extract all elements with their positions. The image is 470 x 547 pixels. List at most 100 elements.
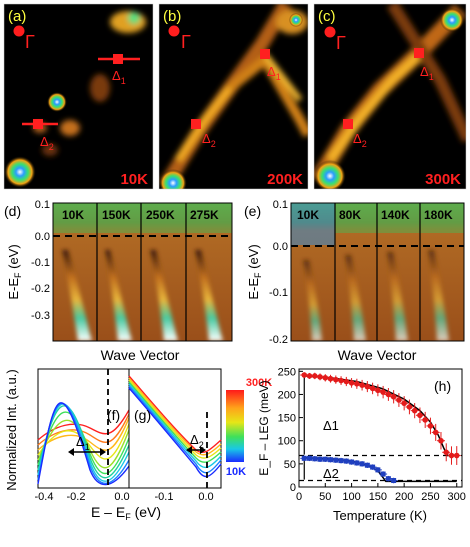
data-point — [438, 437, 444, 444]
data-point — [338, 377, 344, 384]
y-tick-label: 50 — [284, 459, 296, 471]
panel-d-yticks: 0.1 0.0 -0.1 -0.2 -0.3 — [31, 199, 50, 322]
data-point — [417, 412, 423, 419]
delta1-marker — [113, 54, 123, 64]
colorbar — [226, 390, 244, 462]
data-point — [348, 380, 355, 386]
panel-d-image — [53, 203, 232, 341]
data-point — [359, 382, 365, 388]
chart-h-delta1: Δ1 — [323, 418, 339, 433]
data-point — [354, 460, 360, 466]
data-point — [385, 476, 391, 482]
panel-d-temps: 10K 150K 250K 275K — [62, 208, 219, 222]
panel-c-temp: 300K — [425, 171, 461, 188]
data-point — [380, 389, 386, 395]
chart-h-dashed-levels — [299, 376, 462, 482]
y-tick-label: 200 — [278, 389, 296, 401]
panel-f — [37, 368, 130, 489]
x-tick-label: 100 — [342, 491, 360, 503]
y-tick-label: -0.2 — [269, 334, 288, 346]
gamma-point-marker — [13, 25, 25, 37]
data-point — [327, 375, 334, 382]
panel-e-ylabel: E-EF (eV) — [246, 244, 263, 299]
x-tick-label: 300 — [448, 491, 466, 503]
data-point — [301, 372, 308, 378]
panel-h-letter: (h) — [434, 378, 451, 394]
panel-d-temp-label: 10K — [62, 208, 84, 222]
x-tick-label: 50 — [319, 491, 331, 503]
data-point — [396, 397, 402, 403]
chart-h-delta2: Δ2 — [323, 466, 339, 481]
data-point — [322, 456, 328, 462]
panel-d-letter: (d) — [4, 203, 21, 219]
y-tick-label: 0.1 — [35, 199, 50, 211]
chart-h-xticks: 0 50 100 150 200 250 300 — [296, 483, 466, 503]
chart-h-ylabel: E_F – LEG (meV) — [257, 380, 271, 475]
panel-b-temp: 200K — [267, 171, 303, 188]
data-point — [328, 457, 334, 463]
x-tick-label: -0.2 — [67, 491, 86, 503]
panel-g-xticks: 0.0 -0.1 0.0 — [114, 491, 213, 503]
data-point — [453, 452, 460, 459]
x-tick-label: 250 — [421, 491, 439, 503]
panel-b-gamma: Γ — [181, 32, 191, 52]
panel-fg-xlabel: E – EF (eV) — [91, 504, 161, 522]
x-tick-label: 0.0 — [198, 491, 213, 503]
data-point — [380, 471, 386, 477]
chart-h-points — [300, 372, 461, 484]
chart-h-yticks: 0 50 100 150 200 250 — [278, 366, 303, 494]
data-point — [364, 462, 370, 468]
panel-c-delta1: Δ1 — [420, 64, 434, 82]
panel-f-curves — [37, 402, 130, 486]
data-point — [385, 391, 392, 398]
data-point — [359, 461, 365, 467]
data-point — [306, 373, 313, 379]
panel-a-gamma: Γ — [25, 32, 35, 52]
panel-e-temp-label: 140K — [381, 208, 410, 222]
delta2-marker — [33, 119, 43, 129]
data-point — [401, 400, 407, 407]
panel-b-delta1: Δ1 — [267, 64, 281, 82]
panel-g-delta2: Δ2 — [190, 432, 204, 450]
panel-g-letter: (g) — [134, 407, 151, 423]
panel-d-ylabel: E-EF (eV) — [6, 244, 23, 299]
data-point — [443, 449, 450, 456]
panel-d-xlabel: Wave Vector — [101, 347, 180, 363]
colorbar-top-label: 300K — [246, 377, 272, 389]
panel-e-yticks: 0.1 0.0 -0.1 -0.2 — [269, 199, 288, 346]
y-tick-label: 0.0 — [273, 241, 288, 253]
y-tick-label: -0.1 — [31, 257, 50, 269]
y-tick-label: -0.1 — [269, 287, 288, 299]
x-tick-label: 150 — [369, 491, 387, 503]
panel-f-xticks: -0.4 -0.2 — [35, 491, 86, 503]
data-point — [354, 381, 360, 387]
data-point — [406, 404, 413, 410]
data-point — [307, 455, 313, 461]
panel-e-letter: (e) — [244, 203, 261, 219]
data-point — [312, 456, 318, 462]
panel-b-letter: (b) — [163, 8, 181, 25]
data-point — [349, 459, 355, 465]
data-point — [333, 376, 339, 383]
x-tick-label: -0.4 — [35, 491, 54, 503]
data-point — [301, 455, 307, 461]
data-point — [322, 374, 329, 381]
y-tick-label: -0.3 — [31, 310, 50, 322]
panel-e-image — [291, 203, 464, 341]
panel-d-temp-label: 250K — [146, 208, 175, 222]
panel-d-temp-label: 150K — [102, 208, 131, 222]
y-tick-label: 250 — [278, 366, 296, 378]
data-point — [317, 456, 323, 462]
panel-c-letter: (c) — [318, 8, 336, 25]
data-point — [333, 457, 339, 463]
panel-e-temp-label: 80K — [339, 208, 361, 222]
data-point — [311, 373, 318, 379]
data-point — [391, 478, 397, 484]
panel-f-letter: (f) — [107, 407, 120, 423]
data-point — [375, 467, 381, 473]
panel-b-delta2: Δ2 — [202, 131, 216, 149]
data-point — [432, 429, 439, 436]
data-point — [338, 458, 344, 464]
panel-a-delta1: Δ1 — [112, 68, 126, 86]
